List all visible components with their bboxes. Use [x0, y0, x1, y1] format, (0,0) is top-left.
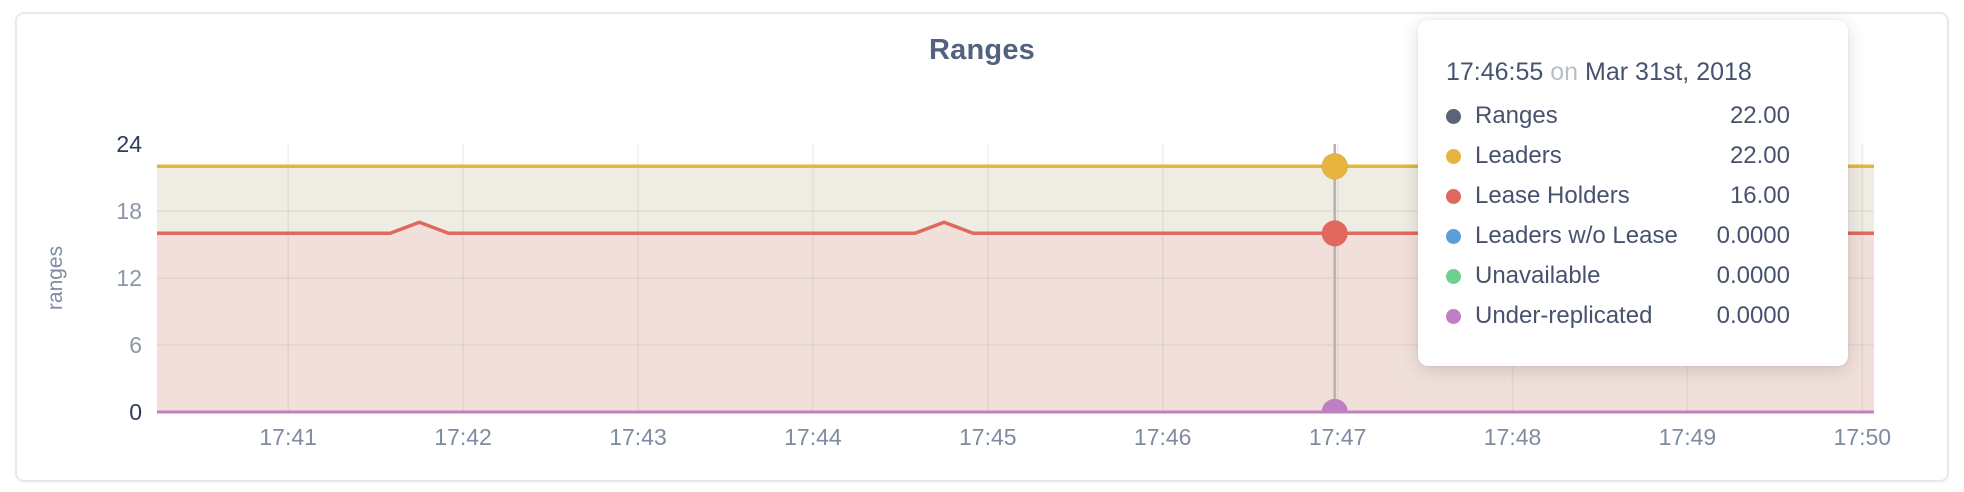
series-value: 16.00 [1729, 182, 1790, 209]
series-value: 0.0000 [1716, 302, 1790, 329]
x-tick-label: 17:50 [1834, 424, 1892, 450]
series-dot-unavailable [1446, 268, 1461, 284]
hover-dot-lease-holders [1321, 220, 1348, 247]
x-tick-label: 17:45 [959, 424, 1017, 450]
series-label: Leaders w/o Lease [1475, 222, 1678, 249]
tooltip-date: Mar 31st, 2018 [1585, 58, 1752, 86]
tooltip-row-ranges: Ranges 22.00 [1446, 96, 1790, 136]
series-value: 0.0000 [1716, 222, 1790, 249]
hover-dot-under-replicated [1321, 399, 1348, 412]
y-tick-label: 18 [116, 198, 142, 224]
series-dot-ranges [1446, 108, 1461, 124]
x-tick-label: 17:47 [1309, 424, 1367, 450]
y-tick-label: 6 [129, 332, 142, 358]
x-tick-label: 17:44 [784, 424, 842, 450]
hover-tooltip: 17:46:55 on Mar 31st, 2018 Ranges 22.00 … [1418, 20, 1848, 366]
tooltip-on-word: on [1550, 58, 1579, 86]
series-value: 0.0000 [1716, 262, 1790, 289]
series-dot-leaders [1446, 148, 1461, 164]
x-tick-label: 17:48 [1484, 424, 1542, 450]
series-dot-leaders-wo-lease [1446, 228, 1461, 244]
series-label: Ranges [1475, 102, 1558, 129]
series-value: 22.00 [1729, 102, 1790, 129]
tooltip-header: 17:46:55 on Mar 31st, 2018 [1446, 58, 1790, 88]
x-tick-label: 17:49 [1659, 424, 1717, 450]
y-tick-label: 12 [116, 265, 142, 291]
series-dot-lease-holders [1446, 188, 1461, 204]
y-tick-label: 0 [129, 399, 142, 425]
tooltip-row-under-replicated: Under-replicated 0.0000 [1446, 296, 1790, 336]
series-label: Leaders [1475, 142, 1562, 169]
tooltip-time: 17:46:55 [1446, 58, 1544, 86]
tooltip-row-leaders: Leaders 22.00 [1446, 136, 1790, 176]
series-label: Under-replicated [1475, 302, 1653, 329]
y-tick-label: 24 [116, 131, 142, 157]
x-tick-label: 17:46 [1134, 424, 1192, 450]
series-dot-under-replicated [1446, 308, 1461, 324]
series-value: 22.00 [1729, 142, 1790, 169]
series-label: Unavailable [1475, 262, 1601, 289]
tooltip-row-leaders-wo-lease: Leaders w/o Lease 0.0000 [1446, 216, 1790, 256]
series-label: Lease Holders [1475, 182, 1630, 209]
chart-title: Ranges [929, 34, 1035, 66]
x-tick-label: 17:43 [609, 424, 667, 450]
y-axis-label: ranges [44, 246, 67, 310]
tooltip-rows: Ranges 22.00 Leaders 22.00 Lease Holders… [1446, 96, 1790, 336]
x-tick-label: 17:42 [434, 424, 492, 450]
x-tick-label: 17:41 [259, 424, 317, 450]
hover-dot-leaders [1321, 153, 1348, 180]
series-line-lease-holders [157, 220, 1874, 236]
tooltip-row-unavailable: Unavailable 0.0000 [1446, 256, 1790, 296]
tooltip-row-lease-holders: Lease Holders 16.00 [1446, 176, 1790, 216]
